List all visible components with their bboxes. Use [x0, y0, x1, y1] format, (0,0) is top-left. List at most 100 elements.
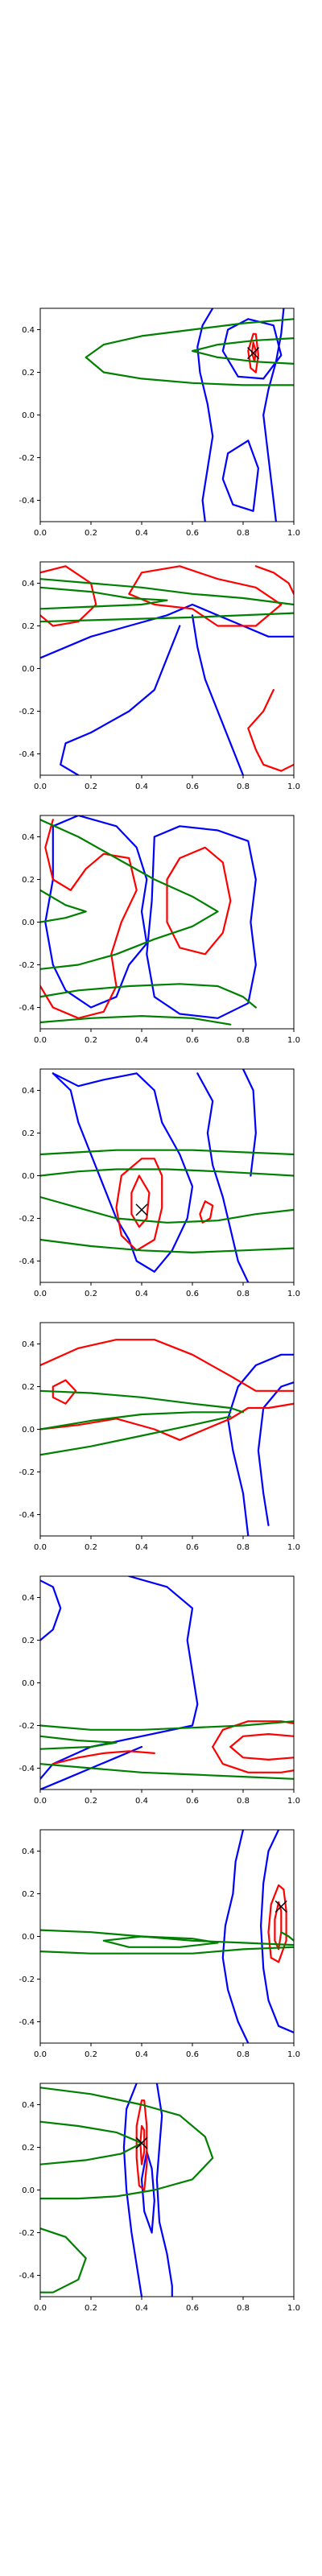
axes-frame: [39, 1322, 295, 1537]
blue-contour-line: [40, 1576, 199, 1780]
green-contour-line: [40, 819, 219, 970]
x-tick-label: 0.4: [135, 1036, 148, 1045]
x-tick-label: 0.0: [34, 1290, 47, 1298]
x-tick-label: 0.2: [85, 2304, 97, 2313]
y-tick-label: 0.2: [22, 2144, 35, 2153]
x-tick-label: 0.8: [237, 2304, 250, 2313]
red-contour-line: [139, 2124, 146, 2165]
x-tick-label: 0.6: [186, 1036, 199, 1045]
x-marker: [135, 1203, 148, 1216]
contour-lines: [40, 1339, 294, 1536]
blue-contour-line: [40, 1579, 62, 1641]
y-tick-label: 0.4: [22, 580, 35, 588]
red-contour-line: [52, 1379, 77, 1405]
x-tick-label: 0.4: [135, 1797, 148, 1806]
y-tick-label: 0.2: [22, 1637, 35, 1645]
red-contour-line: [212, 1745, 294, 1773]
x-tick-label: 0.8: [237, 1797, 250, 1806]
blue-contour-line: [140, 2150, 155, 2234]
x-tick-label: 0.4: [135, 2050, 148, 2059]
green-contour-line: [40, 983, 257, 1009]
y-tick-label: 0.2: [22, 876, 35, 885]
y-tick-label: 0.2: [22, 622, 35, 631]
x-tick-label: 1.0: [287, 1036, 300, 1045]
x-tick-label: 0.0: [34, 529, 47, 538]
y-tick-label: 0.2: [22, 1383, 35, 1392]
x-tick-label: 0.2: [85, 1036, 97, 1045]
y-tick-label: 0.2: [22, 1890, 35, 1899]
blue-contour-line: [242, 1069, 257, 1177]
x-marker: [275, 1900, 287, 1913]
contour-panel-3: 0.0 0.2 0.4 0.6 0.8 1.0 0.4 0.2 0.0 -0.2 -0.4: [19, 815, 300, 1045]
y-tick-label: -0.4: [19, 1511, 35, 1520]
y-tick-label: -0.4: [19, 2018, 35, 2027]
x-tick-label: 0.4: [135, 2304, 148, 2313]
blue-contour-line: [260, 1830, 294, 2033]
x-tick-label: 0.2: [85, 1543, 97, 1552]
green-contour-line: [85, 318, 294, 386]
x-tick-label: 0.6: [186, 1290, 199, 1298]
x-tick-label: 0.6: [186, 2050, 199, 2059]
y-tick-label: -0.4: [19, 750, 35, 759]
red-contour-line: [130, 1174, 151, 1228]
y-tick-label: -0.2: [19, 1722, 35, 1731]
x-tick-label: 0.4: [135, 529, 148, 538]
x-tick-label: 0.8: [237, 529, 250, 538]
y-tick-label: -0.2: [19, 708, 35, 716]
x-tick-label: 0.4: [135, 1290, 148, 1298]
y-tick-label: 0.0: [22, 2186, 35, 2195]
y-tick-label: -0.2: [19, 1975, 35, 1984]
red-contour-line: [274, 1901, 283, 1951]
green-contour-line: [40, 2087, 214, 2200]
x-tick-label: 0.8: [237, 2050, 250, 2059]
x-tick-label: 0.0: [34, 1543, 47, 1552]
x-tick-label: 0.4: [135, 1543, 148, 1552]
blue-contour-line: [221, 318, 283, 380]
y-tick-label: -0.2: [19, 1468, 35, 1477]
y-tick-label: -0.2: [19, 1215, 35, 1224]
y-tick-label: -0.2: [19, 454, 35, 463]
x-tick-label: 0.0: [34, 2304, 47, 2313]
blue-contour-line: [40, 603, 294, 659]
red-contour-line: [267, 1884, 287, 1963]
green-contour-line: [40, 1411, 232, 1430]
x-tick-label: 0.0: [34, 782, 47, 791]
contour-lines: [40, 815, 257, 1026]
blue-contour-line: [155, 2083, 173, 2297]
blue-contour-line: [196, 308, 214, 522]
y-tick-label: 0.4: [22, 326, 35, 335]
green-contour-line: [40, 1238, 294, 1253]
contour-lines: [40, 565, 294, 775]
x-tick-label: 0.6: [186, 782, 199, 791]
contour-panel-2: 0.0 0.2 0.4 0.6 0.8 1.0 0.4 0.2 0.0 -0.2 -0.4: [19, 561, 300, 791]
contour-panel-8: 0.0 0.2 0.4 0.6 0.8 1.0 0.4 0.2 0.0 -0.2 -0.4: [19, 2083, 300, 2313]
y-tick-label: -0.4: [19, 1004, 35, 1013]
axes-frame: [39, 1829, 295, 2044]
green-contour-line: [40, 578, 294, 606]
y-tick-label: 0.2: [22, 1129, 35, 1138]
red-contour-line: [40, 565, 97, 627]
red-contour-line: [247, 688, 294, 772]
blue-contour-line: [122, 2083, 143, 2297]
red-contour-line: [229, 1733, 294, 1748]
x-tick-label: 1.0: [287, 1797, 300, 1806]
green-contour-line: [40, 1720, 294, 1731]
blue-contour-line: [191, 614, 245, 775]
y-tick-label: 0.4: [22, 1340, 35, 1349]
green-contour-line: [40, 1149, 294, 1156]
x-tick-label: 0.6: [186, 2304, 199, 2313]
y-tick-label: 0.0: [22, 1426, 35, 1435]
green-contour-line: [40, 1763, 294, 1780]
red-contour-line: [128, 565, 283, 627]
green-contour-line: [40, 2227, 87, 2293]
y-tick-label: 0.0: [22, 411, 35, 420]
red-contour-line: [247, 332, 259, 374]
y-tick-label: -0.4: [19, 2272, 35, 2281]
red-contour-line: [115, 1158, 163, 1252]
axes-frame: [39, 2083, 295, 2297]
x-tick-label: 0.8: [237, 1036, 250, 1045]
blue-contour-line: [196, 1072, 250, 1282]
blue-contour-line: [52, 1072, 194, 1273]
green-contour-line: [191, 337, 294, 365]
green-contour-line: [40, 1946, 294, 1955]
